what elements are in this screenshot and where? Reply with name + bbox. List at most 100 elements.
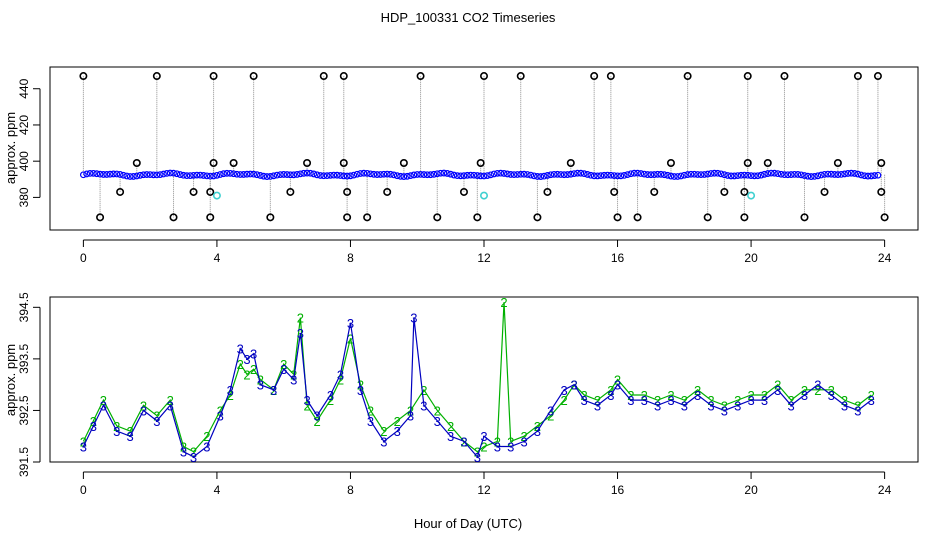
- series-3-point-label: 3: [747, 393, 754, 408]
- raw-series-point: [657, 170, 665, 178]
- raw-series-point: [590, 172, 598, 180]
- raw-series-point: [584, 171, 591, 178]
- outlier-point-low: [800, 213, 809, 222]
- raw-series-point: [650, 171, 658, 178]
- series-3-point-label: 3: [801, 388, 808, 403]
- raw-series-point: [103, 171, 111, 178]
- raw-series-point: [697, 171, 705, 179]
- raw-series-point: [831, 171, 838, 178]
- raw-series-point: [801, 172, 808, 179]
- series-3-point-label: 3: [707, 398, 714, 413]
- raw-series-point: [824, 170, 832, 178]
- series-3-point-label: 3: [868, 393, 875, 408]
- raw-series-point: [250, 170, 258, 178]
- raw-series-point: [387, 170, 394, 178]
- top-spike-lines: [82, 76, 886, 218]
- raw-series-point: [460, 172, 468, 180]
- outlier-point-high: [853, 72, 862, 81]
- series-3-point-label: 3: [257, 378, 264, 393]
- outlier-point-low: [703, 213, 712, 222]
- series-2-point-label: 2: [681, 393, 688, 408]
- raw-series-point: [89, 169, 97, 177]
- outlier-point-high: [152, 72, 161, 81]
- raw-series-point: [176, 171, 184, 178]
- raw-series-point: [497, 169, 505, 177]
- bottom-x-tick-label: 20: [744, 483, 758, 497]
- flagged-point: [479, 191, 488, 200]
- raw-series-point: [293, 171, 301, 178]
- raw-series-point: [196, 171, 204, 179]
- raw-series-point: [230, 170, 238, 178]
- raw-series-point: [116, 171, 124, 178]
- raw-series-point: [513, 171, 521, 178]
- series-2-point-label: 2: [854, 398, 861, 413]
- raw-series-point: [110, 170, 117, 178]
- raw-series-point: [700, 171, 708, 178]
- series-3-point-label: 3: [734, 398, 741, 413]
- top-x-tick-label: 8: [347, 251, 354, 265]
- raw-series-point: [143, 171, 151, 178]
- raw-series-point: [817, 171, 825, 179]
- series-3-point-label: 3: [788, 398, 795, 413]
- raw-series-point: [286, 171, 294, 179]
- series-2-point-label: 2: [227, 388, 234, 403]
- top-x-tick-label: 24: [878, 251, 892, 265]
- series-2-point-label: 2: [447, 419, 454, 434]
- raw-series-point: [377, 171, 384, 178]
- outlier-point-mid-low: [543, 187, 552, 196]
- bottom-y-tick-label: 392.5: [17, 395, 31, 425]
- raw-series-point: [610, 172, 618, 179]
- series-3-point-label: 3: [367, 414, 374, 429]
- bottom-x-tick-label: 16: [611, 483, 625, 497]
- raw-series-point: [360, 169, 368, 177]
- raw-series-point: [420, 171, 428, 178]
- raw-series-point: [327, 171, 334, 179]
- raw-series-point: [644, 171, 651, 178]
- series-3-point-label: 3: [507, 440, 514, 455]
- raw-series-point: [554, 170, 561, 178]
- raw-series-point: [317, 172, 324, 179]
- outlier-point-high: [339, 72, 348, 81]
- top-x-tick-label: 0: [80, 251, 87, 265]
- top-x-tick-label: 12: [477, 251, 491, 265]
- raw-series-point: [216, 171, 224, 178]
- raw-series-point: [190, 171, 197, 179]
- chart-title: HDP_100331 CO2 Timeseries: [381, 10, 556, 25]
- raw-series-point: [757, 171, 765, 179]
- raw-series-point: [266, 172, 274, 180]
- raw-series-point: [724, 172, 732, 179]
- series-3-point-label: 3: [854, 403, 861, 418]
- raw-series-point: [557, 171, 565, 178]
- series-2-point-label: 2: [243, 367, 250, 382]
- raw-series-point: [330, 171, 338, 179]
- series-3-point-label: 3: [581, 393, 588, 408]
- series-3-point-label: 3: [520, 434, 527, 449]
- raw-series-point: [146, 171, 154, 179]
- raw-series-point: [223, 169, 231, 177]
- raw-series-point: [487, 171, 495, 179]
- raw-series-point: [787, 171, 795, 178]
- outlier-point-low: [206, 213, 215, 222]
- raw-series-point: [400, 173, 408, 180]
- series-3-point-label: 3: [80, 440, 87, 455]
- raw-series-point: [714, 169, 722, 177]
- bottom-x-tick-label: 8: [347, 483, 354, 497]
- raw-series-point: [670, 173, 678, 180]
- series-3-point-label: 3: [347, 316, 354, 331]
- series-2-point-label: 2: [507, 434, 514, 449]
- top-panel: 0 4 8 12 16 20 24 380 400 420 440 approx. ppm: [3, 66, 919, 265]
- series-3-point-label: 3: [571, 378, 578, 393]
- raw-series-point: [851, 170, 858, 177]
- raw-series-point: [106, 170, 114, 178]
- raw-series-point: [804, 172, 812, 180]
- raw-series-point: [160, 170, 167, 178]
- series-2-point-label: 2: [250, 362, 257, 377]
- raw-series-point: [113, 170, 121, 178]
- raw-series-point: [534, 173, 541, 180]
- top-plot-frame: [49, 66, 919, 231]
- raw-series-point: [407, 172, 414, 180]
- series-3-point-label: 3: [380, 434, 387, 449]
- raw-series-point: [647, 171, 655, 179]
